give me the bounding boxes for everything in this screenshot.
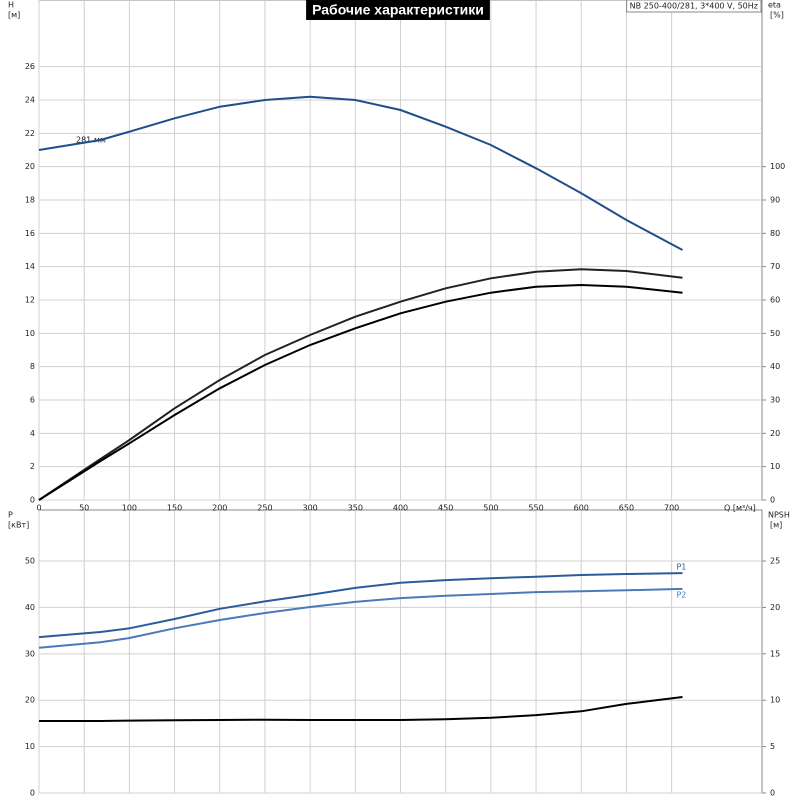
title-box: [306, 0, 490, 20]
y2-tick-label: 5: [770, 742, 775, 751]
x-tick-label: 600: [574, 504, 589, 513]
x-tick-label: 700: [664, 504, 679, 513]
curve: [38, 587, 683, 649]
x-tick-label: 550: [528, 504, 543, 513]
series-label: P1: [676, 563, 686, 572]
y-tick-label: 26: [25, 62, 35, 71]
y-tick-label: 50: [25, 557, 35, 566]
y-tick-label: 8: [30, 362, 35, 371]
chart-subtitle: NB 250-400/281, 3*400 V, 50Hz: [630, 2, 758, 11]
y2-axis-unit: [%]: [770, 11, 784, 20]
x-tick-label: 0: [36, 504, 41, 513]
x-tick-label: 400: [393, 504, 408, 513]
y-tick-label: 16: [25, 229, 35, 238]
x-tick-label: 150: [167, 504, 182, 513]
y-tick-label: 24: [25, 96, 35, 105]
y-tick-label: 2: [30, 462, 35, 471]
subtitle-box: [626, 0, 762, 13]
y-tick-label: 6: [30, 396, 35, 405]
x-tick-label: 350: [348, 504, 363, 513]
y2-tick-label: 20: [770, 603, 780, 612]
y2-tick-label: 90: [770, 196, 780, 205]
curve: [38, 283, 683, 501]
y2-tick-label: 0: [770, 496, 775, 505]
y2-tick-label: 60: [770, 296, 780, 305]
y2-tick-label: 70: [770, 262, 780, 271]
y-tick-label: 0: [30, 496, 35, 505]
y2-tick-label: 40: [770, 362, 780, 371]
y-tick-label: 40: [25, 603, 35, 612]
annotation: 281 мм: [76, 136, 106, 145]
y2-tick-label: 25: [770, 557, 780, 566]
y2-axis-label: NPSH: [768, 511, 790, 520]
y-axis-label: H: [8, 1, 14, 10]
x-tick-label: 450: [438, 504, 453, 513]
y2-tick-label: 100: [770, 162, 785, 171]
y2-tick-label: 15: [770, 649, 780, 658]
y-axis-unit: [кВт]: [8, 521, 29, 530]
y2-tick-label: 10: [770, 462, 780, 471]
x-axis-label: Q [м³/ч]: [724, 504, 756, 513]
x-tick-label: 200: [212, 504, 227, 513]
y2-tick-label: 20: [770, 429, 780, 438]
y2-tick-label: 0: [770, 789, 775, 798]
y2-tick-label: 30: [770, 396, 780, 405]
x-tick-label: 100: [122, 504, 137, 513]
y-tick-label: 10: [25, 742, 35, 751]
y2-axis-label: eta: [768, 1, 781, 10]
y-tick-label: 10: [25, 329, 35, 338]
y-tick-label: 14: [25, 262, 35, 271]
x-tick-label: 650: [619, 504, 634, 513]
y-tick-label: 4: [30, 429, 35, 438]
y2-tick-label: 50: [770, 329, 780, 338]
y-tick-label: 22: [25, 129, 35, 138]
x-tick-label: 50: [79, 504, 89, 513]
curve: [38, 268, 683, 501]
y-tick-label: 12: [25, 296, 35, 305]
y-tick-label: 0: [30, 789, 35, 798]
y2-axis-unit: [м]: [770, 521, 782, 530]
y-tick-label: 20: [25, 162, 35, 171]
x-tick-label: 500: [483, 504, 498, 513]
x-tick-label: 300: [302, 504, 317, 513]
series-label: P2: [676, 590, 686, 599]
y-tick-label: 20: [25, 696, 35, 705]
chart-title: Рабочие характеристики: [312, 2, 484, 18]
y-tick-label: 30: [25, 649, 35, 658]
y2-tick-label: 80: [770, 229, 780, 238]
y-tick-label: 18: [25, 196, 35, 205]
y-axis-label: P: [8, 511, 13, 520]
y2-tick-label: 10: [770, 696, 780, 705]
curve: [39, 696, 683, 722]
curve: [38, 95, 683, 251]
x-tick-label: 250: [257, 504, 272, 513]
curve: [38, 572, 683, 639]
y-axis-unit: [м]: [8, 11, 20, 20]
